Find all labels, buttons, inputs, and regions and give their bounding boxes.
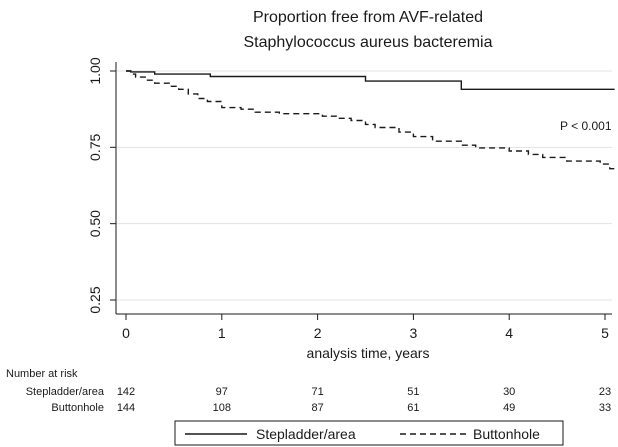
risk-cell-1-1: 108 <box>213 402 231 414</box>
x-tick-label-2: 2 <box>314 325 322 341</box>
risk-cell-0-1: 97 <box>216 386 228 398</box>
chart-title-line-2: Staphylococcus aureus bacteremia <box>243 34 492 51</box>
x-tick-label-0: 0 <box>122 325 130 341</box>
legend-label-stepladder: Stepladder/area <box>256 426 356 442</box>
series-line-stepladder <box>126 70 615 90</box>
risk-cell-0-5: 23 <box>599 386 611 398</box>
series-line-buttonhole <box>126 70 615 170</box>
risk-table: Stepladder/area 142 97 71 51 30 23 Buttonhole 14… <box>26 386 611 414</box>
risk-row-label-0: Stepladder/area <box>26 386 105 398</box>
risk-cell-0-4: 30 <box>503 386 515 398</box>
p-value-annotation: P < 0.001 <box>560 119 612 133</box>
risk-cell-1-4: 49 <box>503 402 515 414</box>
y-axis-ticks: 0.25 0.50 0.75 1.00 <box>87 57 116 314</box>
risk-cell-1-3: 61 <box>407 402 419 414</box>
legend-label-buttonhole: Buttonhole <box>473 426 540 442</box>
chart-title-line-1: Proportion free from AVF-related <box>253 9 483 26</box>
risk-row-label-1: Buttonhole <box>51 402 104 414</box>
risk-cell-1-5: 33 <box>599 402 611 414</box>
x-tick-label-5: 5 <box>601 325 609 341</box>
y-tick-label-3: 1.00 <box>87 57 103 84</box>
risk-cell-0-0: 142 <box>117 386 135 398</box>
x-tick-label-3: 3 <box>410 325 418 341</box>
y-tick-label-2: 0.75 <box>87 133 103 160</box>
y-tick-label-0: 0.25 <box>87 286 103 313</box>
gridlines <box>117 70 612 301</box>
risk-cell-0-2: 71 <box>311 386 323 398</box>
risk-cell-1-0: 144 <box>117 402 135 414</box>
y-tick-label-1: 0.50 <box>87 210 103 237</box>
x-axis-ticks: 0 1 2 3 4 5 <box>122 314 609 341</box>
x-axis-label: analysis time, years <box>307 345 430 361</box>
risk-table-title: Number at risk <box>6 368 78 380</box>
x-tick-label-4: 4 <box>505 325 513 341</box>
legend-box <box>174 420 564 446</box>
series-lines <box>126 70 615 170</box>
x-tick-label-1: 1 <box>218 325 226 341</box>
risk-cell-0-3: 51 <box>407 386 419 398</box>
risk-cell-1-2: 87 <box>311 402 323 414</box>
legend: Stepladder/area Buttonhole <box>174 420 564 446</box>
